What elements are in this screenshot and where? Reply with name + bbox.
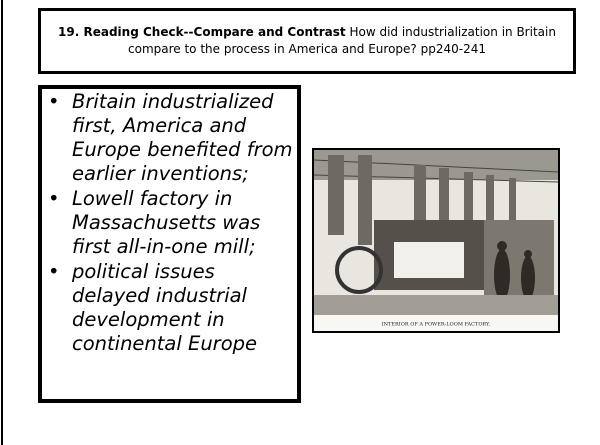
- bullet: political issues delayed industrial deve…: [72, 260, 297, 356]
- factory-image: INTERIOR OF A POWER-LOOM FACTORY.: [312, 148, 560, 333]
- bullet-list: Britain industrialized first, America an…: [42, 90, 297, 356]
- slide: 19. Reading Check--Compare and Contrast …: [0, 0, 600, 445]
- floor: [314, 295, 558, 315]
- bullet: Lowell factory in Massachusetts was firs…: [72, 187, 297, 259]
- header-label: 19. Reading Check--Compare and Contrast: [58, 25, 346, 39]
- header-box: 19. Reading Check--Compare and Contrast …: [38, 8, 576, 74]
- bullet-box: Britain industrialized first, America an…: [38, 85, 301, 403]
- header-text: 19. Reading Check--Compare and Contrast …: [45, 24, 569, 58]
- loom-cloth: [394, 242, 464, 278]
- bullet: Britain industrialized first, America an…: [72, 90, 297, 186]
- ceiling: [314, 150, 558, 180]
- image-caption: INTERIOR OF A POWER-LOOM FACTORY.: [382, 322, 491, 328]
- slide-frame: [1, 0, 3, 445]
- engraving: INTERIOR OF A POWER-LOOM FACTORY.: [314, 150, 558, 331]
